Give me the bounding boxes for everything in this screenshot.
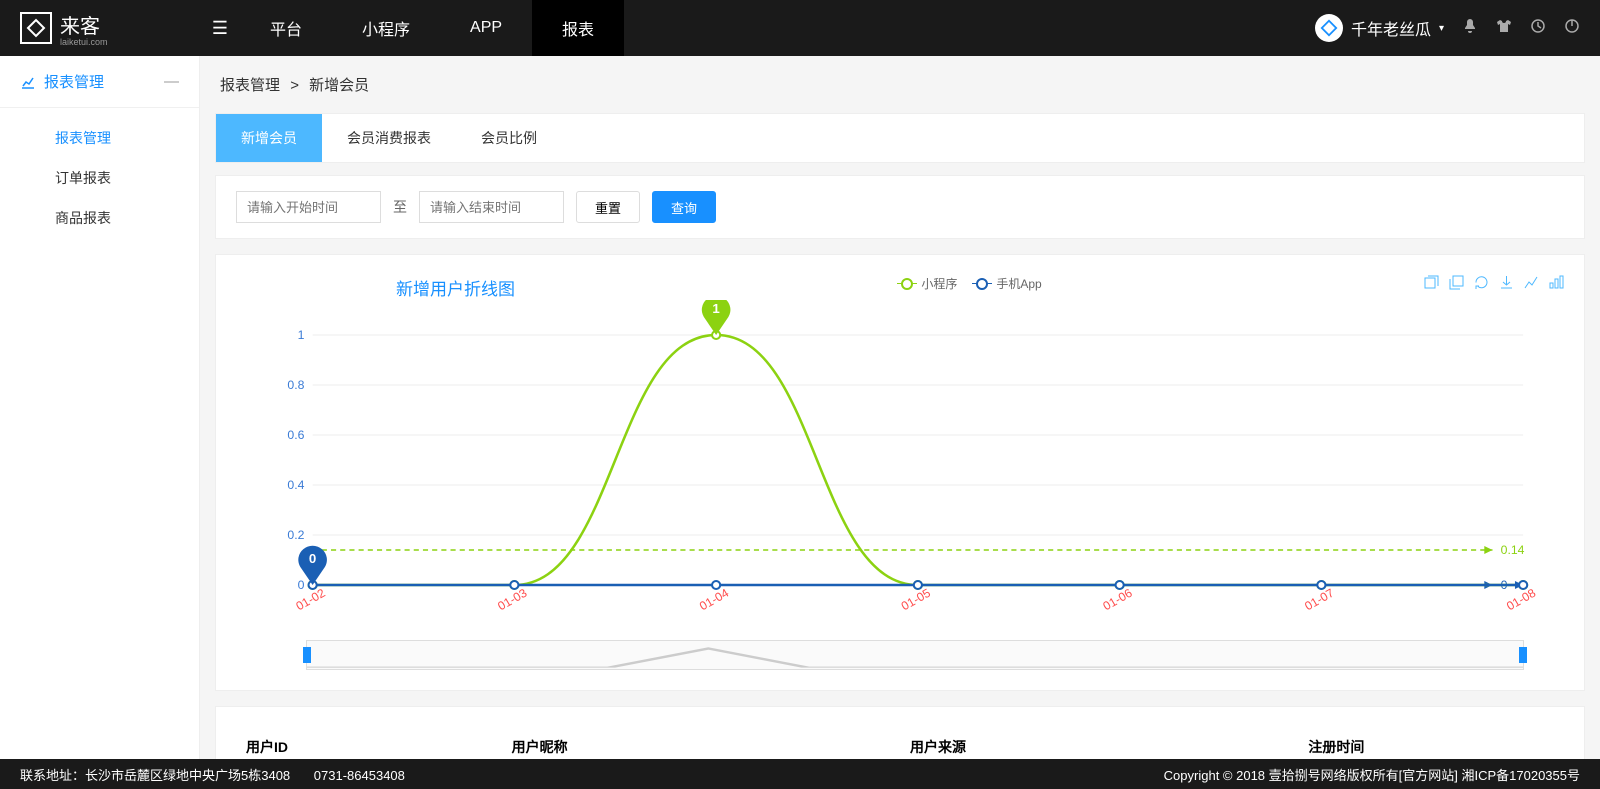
svg-text:0.4: 0.4 — [287, 478, 304, 492]
filter-bar: 至 重置 查询 — [215, 175, 1585, 239]
chart-icon — [20, 74, 36, 90]
svg-text:01-07: 01-07 — [1302, 586, 1336, 613]
top-nav: 平台 小程序 APP 报表 — [240, 0, 1315, 56]
col-source: 用户来源 — [900, 727, 1298, 759]
sidebar-item-member-report[interactable]: 报表管理 — [0, 118, 199, 158]
avatar-icon — [1315, 14, 1343, 42]
logo-subtitle: laiketui.com — [60, 37, 108, 47]
query-button[interactable]: 查询 — [652, 191, 716, 223]
nav-reports[interactable]: 报表 — [532, 0, 624, 56]
menu-toggle-icon[interactable]: ☰ — [200, 18, 240, 39]
chart-legend: .legend-item:nth-child(1) .legend-marker… — [515, 275, 1424, 292]
nav-miniprogram[interactable]: 小程序 — [332, 0, 440, 56]
footer: 联系地址：长沙市岳麓区绿地中央广场5栋3408 0731-86453408 Co… — [0, 759, 1600, 789]
top-header: 来客 laiketui.com ☰ 平台 小程序 APP 报表 千年老丝瓜 ▾ — [0, 0, 1600, 56]
member-table: 用户ID 用户昵称 用户来源 注册时间 — [236, 727, 1564, 759]
col-nickname: 用户昵称 — [502, 727, 900, 759]
footer-phone: 0731-86453408 — [314, 768, 405, 783]
bar-chart-icon[interactable] — [1549, 275, 1564, 294]
svg-text:1: 1 — [712, 301, 719, 316]
zoom-in-icon[interactable] — [1424, 275, 1439, 294]
svg-text:0.8: 0.8 — [287, 378, 304, 392]
col-user-id: 用户ID — [236, 727, 502, 759]
refresh-chart-icon[interactable] — [1474, 275, 1489, 294]
logo-area[interactable]: 来客 laiketui.com — [0, 10, 200, 47]
tabs: 新增会员 会员消费报表 会员比例 — [215, 113, 1585, 163]
refresh-icon[interactable] — [1530, 18, 1546, 39]
breadcrumb-sep: > — [290, 77, 299, 94]
nav-platform[interactable]: 平台 — [240, 0, 332, 56]
logo-text: 来客 — [60, 10, 108, 39]
tab-consumption[interactable]: 会员消费报表 — [322, 114, 456, 162]
sidebar-header[interactable]: 报表管理 — — [0, 56, 199, 108]
sidebar: 报表管理 — 报表管理 订单报表 商品报表 — [0, 56, 200, 759]
chart-toolbar — [1424, 275, 1564, 294]
footer-copyright: Copyright © 2018 壹拾捌号网络版权所有[官方网站] 湘ICP备1… — [1164, 765, 1580, 784]
sidebar-title: 报表管理 — [44, 71, 104, 92]
chart-body: 00.20.40.60.8101-0201-0301-0401-0501-060… — [236, 300, 1564, 630]
svg-text:01-03: 01-03 — [495, 586, 529, 613]
svg-text:0: 0 — [309, 551, 316, 566]
nav-app[interactable]: APP — [440, 0, 532, 56]
breadcrumb-current: 新增会员 — [309, 77, 369, 94]
date-separator: 至 — [393, 197, 407, 217]
main-content: 报表管理 > 新增会员 新增会员 会员消费报表 会员比例 至 重置 查询 新增用… — [200, 56, 1600, 759]
bell-icon[interactable] — [1462, 18, 1478, 39]
download-icon[interactable] — [1499, 275, 1514, 294]
footer-address-label: 联系地址： — [20, 768, 85, 783]
breadcrumb-parent[interactable]: 报表管理 — [220, 77, 280, 94]
svg-text:01-08: 01-08 — [1504, 586, 1538, 613]
user-menu[interactable]: 千年老丝瓜 ▾ — [1315, 14, 1444, 42]
svg-text:01-04: 01-04 — [697, 586, 731, 613]
svg-text:01-05: 01-05 — [899, 586, 933, 613]
svg-text:01-06: 01-06 — [1101, 586, 1135, 613]
header-right: 千年老丝瓜 ▾ — [1315, 14, 1600, 42]
svg-text:0: 0 — [298, 578, 305, 592]
breadcrumb: 报表管理 > 新增会员 — [200, 56, 1600, 113]
zoom-out-icon[interactable] — [1449, 275, 1464, 294]
shirt-icon[interactable] — [1496, 18, 1512, 39]
logo-icon — [20, 12, 52, 44]
svg-text:0.6: 0.6 — [287, 428, 304, 442]
tab-new-member[interactable]: 新增会员 — [216, 114, 322, 162]
svg-text:0.2: 0.2 — [287, 528, 304, 542]
legend-app[interactable]: .legend-item:nth-child(2) .legend-marker… — [972, 275, 1041, 292]
sidebar-menu: 报表管理 订单报表 商品报表 — [0, 108, 199, 248]
footer-address: 长沙市岳麓区绿地中央广场5栋3408 — [85, 768, 290, 783]
tab-ratio[interactable]: 会员比例 — [456, 114, 562, 162]
col-regtime: 注册时间 — [1298, 727, 1564, 759]
chart-range-slider[interactable] — [306, 640, 1524, 670]
svg-text:0.14: 0.14 — [1501, 543, 1525, 557]
svg-text:1: 1 — [298, 328, 305, 342]
sidebar-item-order-report[interactable]: 订单报表 — [0, 158, 199, 198]
table-panel: 用户ID 用户昵称 用户来源 注册时间 — [215, 706, 1585, 759]
sidebar-item-product-report[interactable]: 商品报表 — [0, 198, 199, 238]
chart-title: 新增用户折线图 — [396, 275, 515, 300]
legend-miniprogram[interactable]: .legend-item:nth-child(1) .legend-marker… — [897, 275, 957, 292]
chart-panel: 新增用户折线图 .legend-item:nth-child(1) .legen… — [215, 254, 1585, 691]
end-date-input[interactable] — [419, 191, 564, 223]
reset-button[interactable]: 重置 — [576, 191, 640, 223]
line-chart-icon[interactable] — [1524, 275, 1539, 294]
username: 千年老丝瓜 — [1351, 16, 1431, 40]
start-date-input[interactable] — [236, 191, 381, 223]
chevron-down-icon: ▾ — [1439, 23, 1444, 34]
collapse-icon[interactable]: — — [164, 73, 179, 90]
power-icon[interactable] — [1564, 18, 1580, 39]
slider-handle-right[interactable] — [1519, 647, 1527, 663]
